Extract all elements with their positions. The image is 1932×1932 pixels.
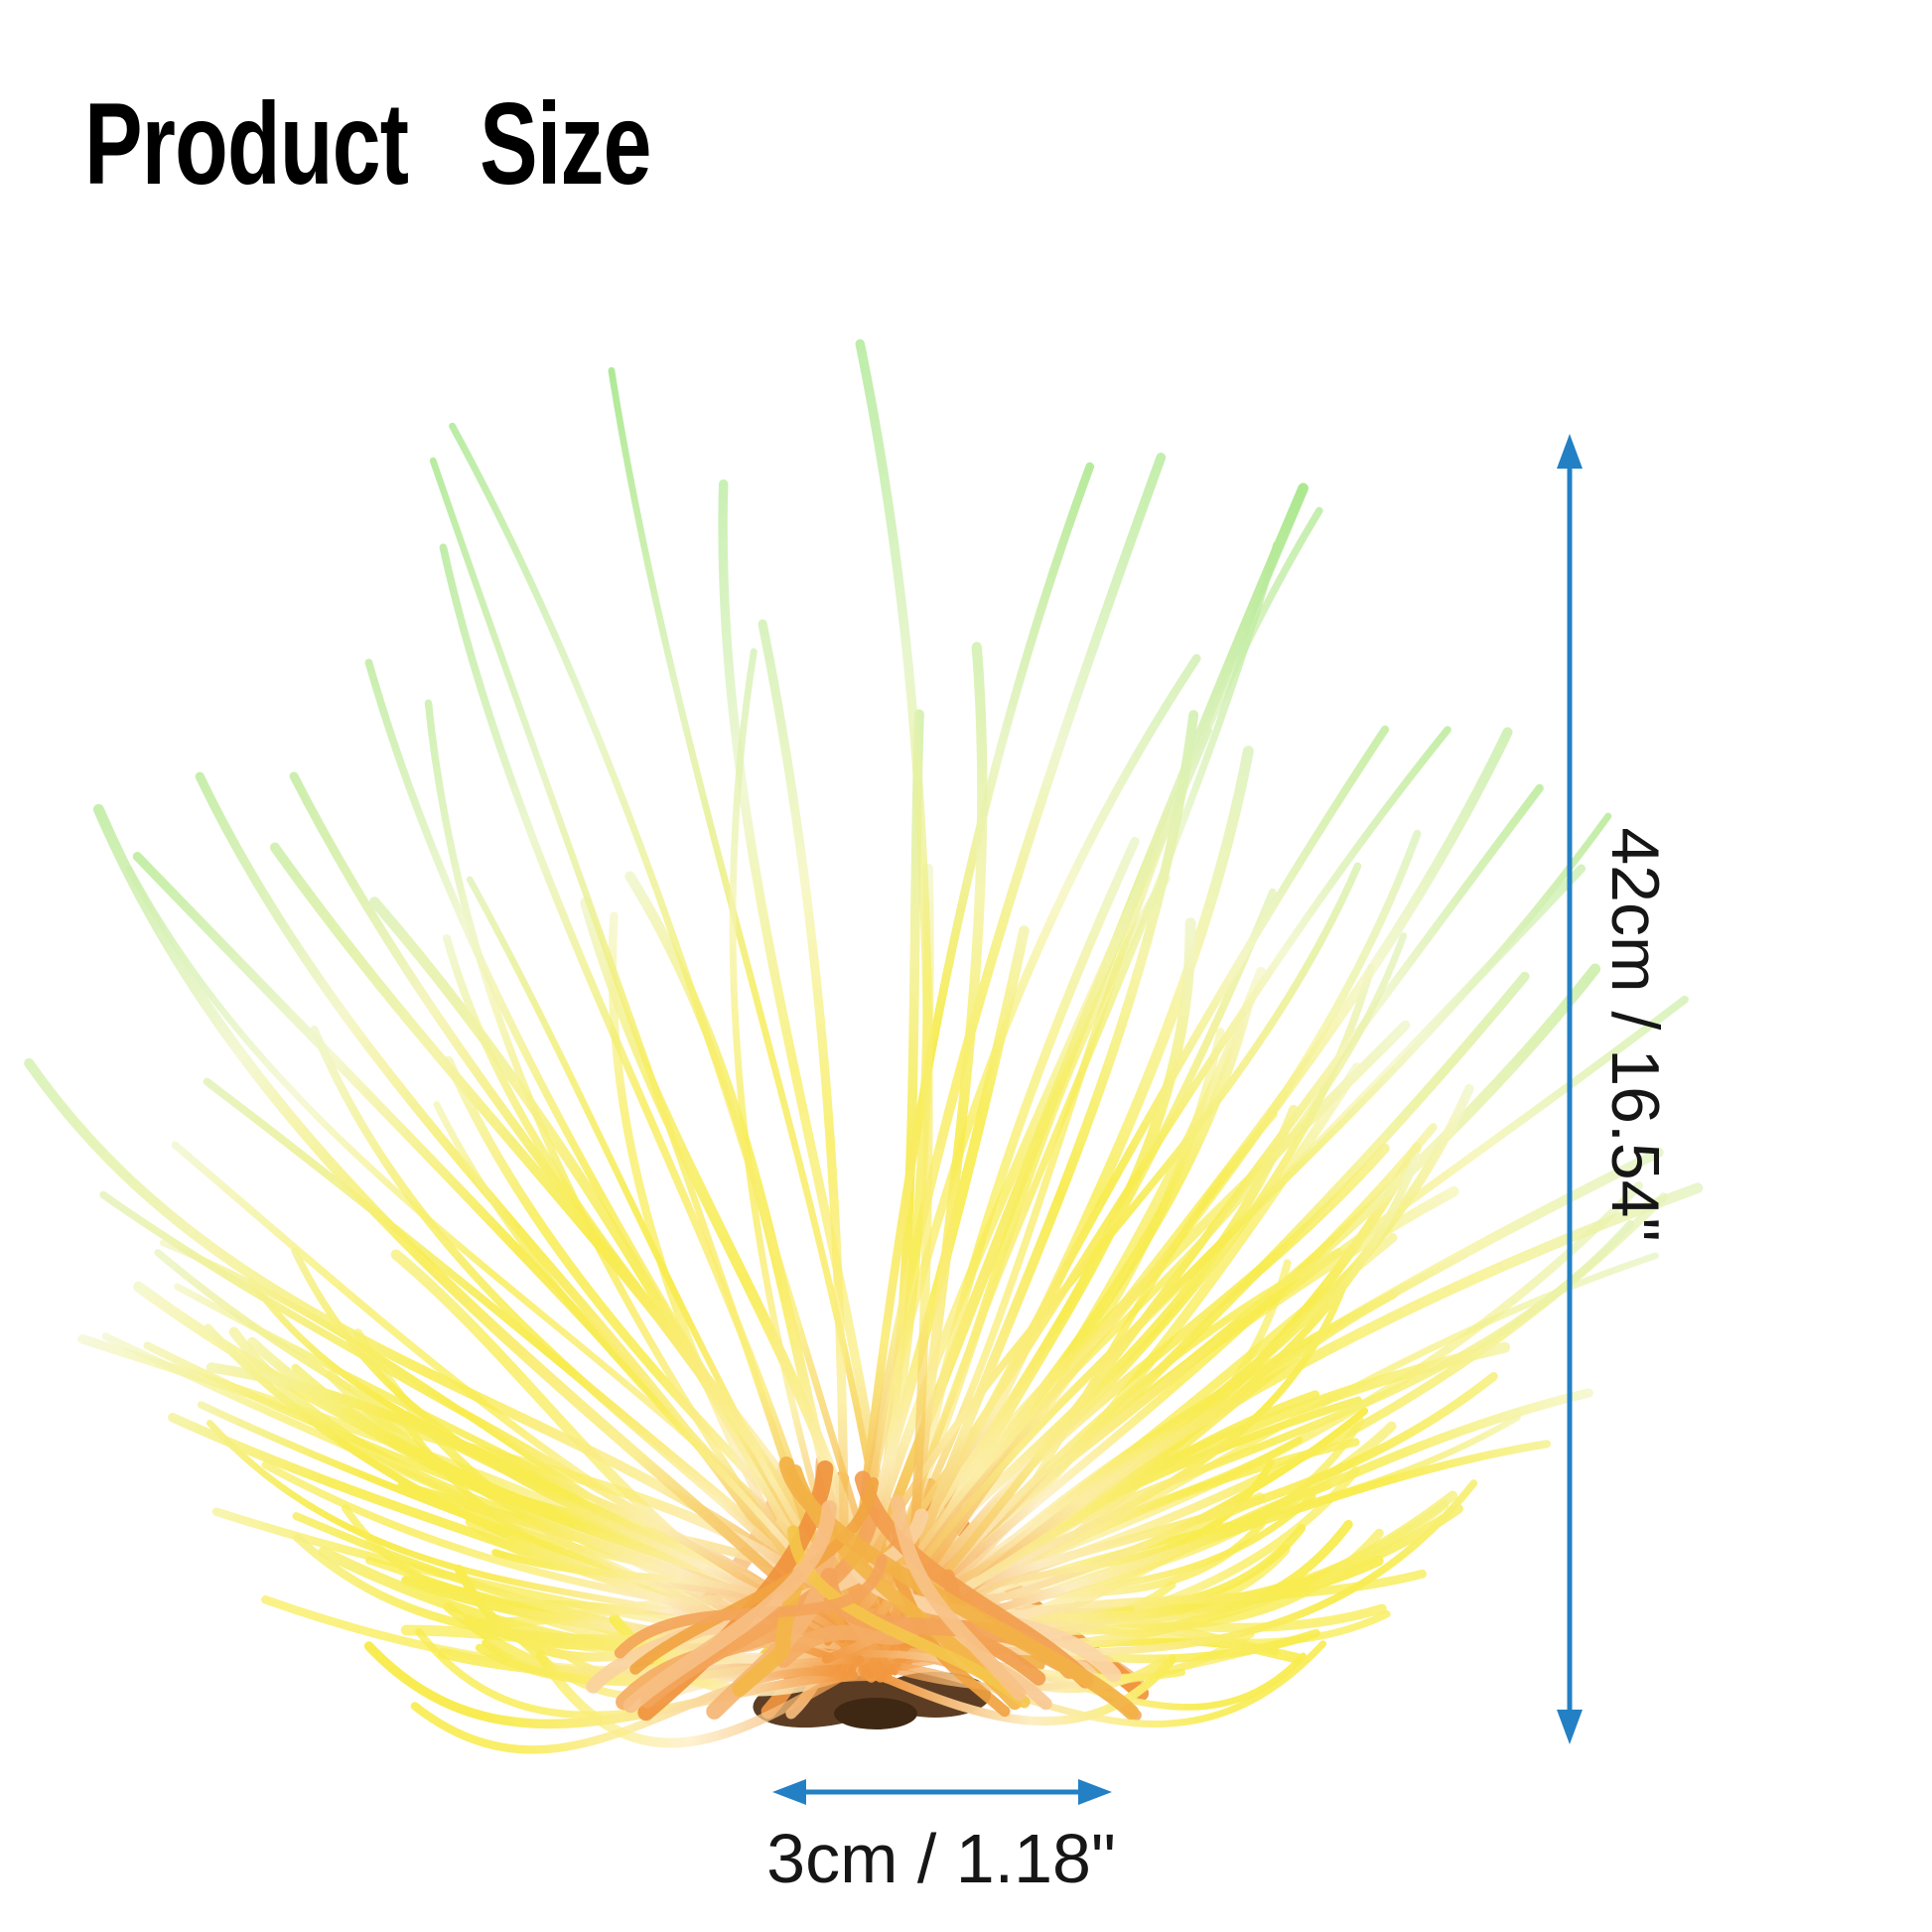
width-dimension-arrow (772, 1779, 1112, 1805)
page-title: Product Size (84, 78, 651, 208)
height-dimension-arrow (1557, 434, 1583, 1744)
height-dimension-label: 42cm / 16.54" (1597, 827, 1673, 1242)
width-dimension-label: 3cm / 1.18" (766, 1820, 1116, 1897)
